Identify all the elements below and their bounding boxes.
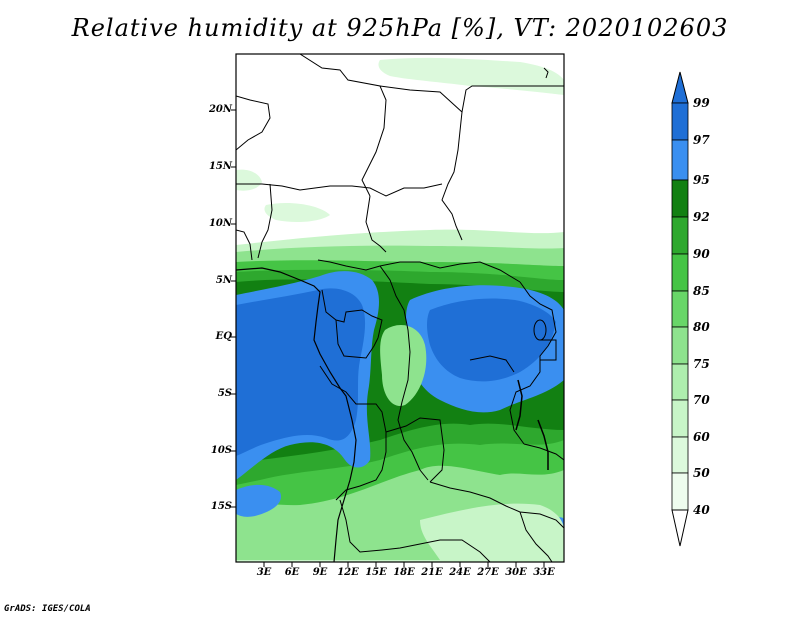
colorbar-band	[671, 179, 689, 218]
humidity-field	[236, 54, 564, 562]
lon-label: 27E	[477, 567, 499, 578]
colorbar-band	[671, 102, 689, 141]
colorbar-bottom-arrow	[671, 509, 689, 547]
map-title: Relative humidity at 925hPa [%], VT: 202…	[71, 14, 729, 42]
colorbar-band	[671, 139, 689, 181]
colorbar-band	[671, 290, 689, 328]
axis-ticks	[231, 109, 545, 567]
colorbar-band	[671, 363, 689, 401]
country-borders	[236, 54, 564, 562]
colorbar-band	[671, 436, 689, 474]
lat-label: 20N	[208, 104, 232, 115]
colorbar-label: 92	[693, 210, 710, 224]
colorbar-label: 80	[693, 320, 710, 334]
lon-label: 15E	[365, 567, 387, 578]
colorbar-label: 40	[693, 503, 710, 517]
lat-label: 10N	[208, 218, 232, 229]
colorbar-label: 75	[693, 357, 710, 371]
grads-credit: GrADS: IGES/COLA	[4, 604, 91, 614]
colorbar-band	[671, 399, 689, 438]
colorbar-band	[671, 253, 689, 292]
colorbar-label: 60	[693, 430, 710, 444]
colorbar-top-arrow	[671, 71, 689, 104]
colorbar	[671, 71, 689, 547]
lon-label: 12E	[337, 567, 359, 578]
colorbar-band	[671, 216, 689, 255]
map-frame	[235, 53, 565, 563]
lat-label: 15S	[210, 501, 232, 512]
lon-label: 3E	[256, 567, 272, 578]
colorbar-label: 90	[693, 247, 710, 261]
lon-label: 9E	[312, 567, 328, 578]
lat-label: 10S	[210, 445, 232, 456]
lat-label: 5S	[217, 388, 232, 399]
colorbar-label: 99	[693, 96, 710, 110]
lat-label: 5N	[215, 275, 232, 286]
lon-label: 21E	[421, 567, 443, 578]
lon-label: 33E	[533, 567, 555, 578]
lat-label: 15N	[208, 161, 232, 172]
lon-label: 6E	[284, 567, 300, 578]
colorbar-label: 50	[693, 466, 710, 480]
lon-label: 18E	[393, 567, 415, 578]
lon-label: 30E	[505, 567, 527, 578]
colorbar-band	[671, 326, 689, 365]
colorbar-label: 70	[693, 393, 710, 407]
colorbar-band	[671, 472, 689, 511]
colorbar-label: 85	[693, 284, 710, 298]
lat-label: EQ	[215, 331, 232, 342]
lon-label: 24E	[449, 567, 471, 578]
colorbar-label: 95	[693, 173, 710, 187]
colorbar-label: 97	[693, 133, 710, 147]
